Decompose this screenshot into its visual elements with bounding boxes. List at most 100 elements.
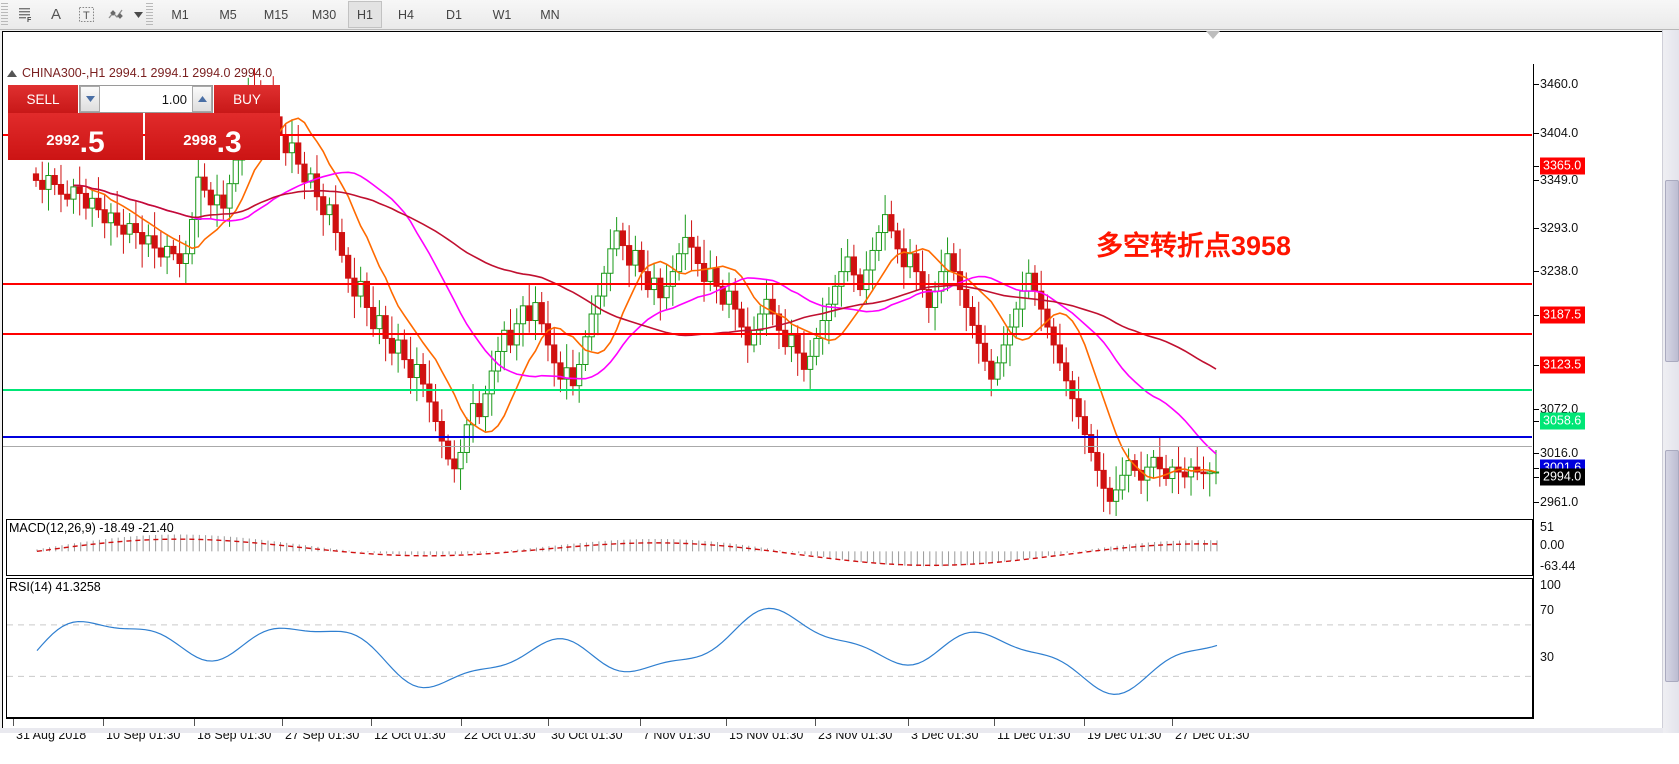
timeframe-d1[interactable]: D1 xyxy=(446,7,462,22)
time-tick xyxy=(640,719,641,726)
time-tick xyxy=(1084,719,1085,726)
price-tick xyxy=(1534,84,1539,85)
time-tick xyxy=(994,719,995,726)
last-price-2994[interactable] xyxy=(3,446,1532,447)
price-level-badge[interactable]: 3058.6 xyxy=(1540,412,1586,430)
objects-dropdown-caret-icon[interactable] xyxy=(131,1,145,28)
volume-decrement-button[interactable] xyxy=(80,86,100,112)
price-tick xyxy=(1534,271,1539,272)
svg-text:T: T xyxy=(83,10,90,22)
volume-input[interactable]: 1.00 xyxy=(161,91,187,107)
horizontal-scrollbar[interactable] xyxy=(0,728,1663,733)
time-tick xyxy=(908,719,909,726)
timeframe-m30[interactable]: M30 xyxy=(311,7,337,22)
macd-axis-label: 0.00 xyxy=(1540,538,1565,552)
rsi-axis-label: 70 xyxy=(1540,603,1554,617)
volume-stepper[interactable]: 1.00 xyxy=(79,85,213,113)
time-tick xyxy=(1172,719,1173,726)
resistance-3365[interactable] xyxy=(3,134,1532,136)
svg-text:F: F xyxy=(27,17,32,23)
timeframe-h4[interactable]: H4 xyxy=(398,7,414,22)
timeframe-mn[interactable]: MN xyxy=(540,7,560,22)
rsi-axis-label: 30 xyxy=(1540,650,1554,664)
timeframe-m15[interactable]: M15 xyxy=(263,7,289,22)
price-tick xyxy=(1534,502,1539,503)
buy-price-box[interactable]: 2998 .3 xyxy=(145,113,280,160)
vertical-scrollbar-thumb-2[interactable] xyxy=(1665,450,1679,682)
price-tick xyxy=(1534,421,1539,422)
price-tick xyxy=(1534,166,1539,167)
price-level-badge[interactable]: 3365.0 xyxy=(1540,157,1586,175)
one-click-trading-panel[interactable]: SELL 1.00 BUY 2992 .5 2 xyxy=(8,85,280,160)
vertical-scrollbar[interactable] xyxy=(1662,30,1679,733)
price-level-badge[interactable]: 3187.5 xyxy=(1540,306,1586,324)
trade-prices-row: 2992 .5 2998 .3 xyxy=(8,113,280,160)
symbol-info-bar: CHINA300-,H1 2994.1 2994.1 2994.0 2994.0 xyxy=(7,66,272,80)
sell-button[interactable]: SELL xyxy=(8,85,78,113)
resistance-3123[interactable] xyxy=(3,333,1532,335)
price-tick xyxy=(1534,133,1539,134)
trade-controls-row: SELL 1.00 BUY xyxy=(8,85,280,113)
macd-axis-label: -63.44 xyxy=(1540,559,1576,573)
sell-price-box[interactable]: 2992 .5 xyxy=(8,113,143,160)
price-tick xyxy=(1534,409,1539,410)
chart-top-marker-icon xyxy=(1206,31,1220,39)
price-tick xyxy=(1534,228,1539,229)
bid-line-3001[interactable] xyxy=(3,436,1532,438)
price-tick xyxy=(1534,315,1539,316)
time-tick xyxy=(103,719,104,726)
time-tick xyxy=(13,719,14,726)
time-axis[interactable]: 31 Aug 2018 10 Sep 01:30 18 Sep 01:30 27 Se… xyxy=(6,718,1533,763)
toolbar-grip-2[interactable] xyxy=(146,3,153,26)
price-axis-label: 3293.0 xyxy=(1540,221,1579,235)
toolbar-grip-1[interactable] xyxy=(1,3,8,26)
timeframe-h1[interactable]: H1 xyxy=(348,1,382,28)
volume-increment-button[interactable] xyxy=(192,86,212,112)
price-tick xyxy=(1534,180,1539,181)
time-tick xyxy=(548,719,549,726)
timeframe-m1[interactable]: M1 xyxy=(171,7,189,22)
price-level-badge[interactable]: 3123.5 xyxy=(1540,356,1586,374)
price-tick xyxy=(1534,365,1539,366)
timeframe-m5[interactable]: M5 xyxy=(219,7,237,22)
chart-frame[interactable]: MACD(12,26,9) -18.49 -21.40 RSI(14) 41.3… xyxy=(2,31,1674,742)
macd-label: MACD(12,26,9) -18.49 -21.40 xyxy=(9,521,174,535)
vertical-scrollbar-thumb[interactable] xyxy=(1665,180,1679,362)
objects-icon[interactable] xyxy=(101,1,131,28)
symbol-ohlc-text: CHINA300-,H1 2994.1 2994.1 2994.0 2994.0 xyxy=(22,66,273,80)
time-tick xyxy=(726,719,727,726)
sell-price-decimal: .5 xyxy=(79,126,105,159)
price-tick xyxy=(1534,477,1539,478)
price-axis[interactable]: 3460.0 3404.0 3365.0 3349.0 3293.0 3238.0 3187… xyxy=(1534,64,1644,764)
price-level-badge[interactable]: 2994.0 xyxy=(1540,468,1586,486)
price-tick xyxy=(1534,453,1539,454)
price-axis-label: 2961.0 xyxy=(1540,495,1579,509)
buy-button[interactable]: BUY xyxy=(214,85,280,113)
price-axis-label: 3238.0 xyxy=(1540,264,1579,278)
text-box-icon[interactable]: T xyxy=(71,1,101,28)
macd-series-svg xyxy=(36,534,1218,567)
macd-axis-label: 51 xyxy=(1540,520,1554,534)
price-axis-label: 3404.0 xyxy=(1540,126,1579,140)
buy-price-decimal: .3 xyxy=(216,126,242,159)
crosshair-f-icon[interactable]: F xyxy=(11,1,41,28)
rsi-axis-label: 100 xyxy=(1540,578,1561,592)
price-axis-label: 3460.0 xyxy=(1540,77,1579,91)
rsi-pane[interactable] xyxy=(6,578,1533,718)
support-3058[interactable] xyxy=(3,389,1532,391)
time-tick xyxy=(282,719,283,726)
price-axis-label: 3349.0 xyxy=(1540,173,1579,187)
text-label-icon[interactable]: A xyxy=(50,6,61,23)
time-tick xyxy=(194,719,195,726)
time-tick xyxy=(461,719,462,726)
price-chart-pane[interactable] xyxy=(6,68,1533,516)
trading-terminal-window: F A T M1 M5 M15 M30 H1 H4 D1 xyxy=(0,0,1679,742)
macd-pane[interactable] xyxy=(6,519,1533,576)
resistance-3187[interactable] xyxy=(3,283,1532,285)
buy-price-integer: 2998 xyxy=(183,132,217,149)
time-tick xyxy=(371,719,372,726)
chart-toolbar: F A T M1 M5 M15 M30 H1 H4 D1 xyxy=(0,0,1679,30)
rsi-series-svg xyxy=(7,607,1532,695)
timeframe-w1[interactable]: W1 xyxy=(492,7,512,22)
collapse-triangle-icon[interactable] xyxy=(7,69,17,77)
